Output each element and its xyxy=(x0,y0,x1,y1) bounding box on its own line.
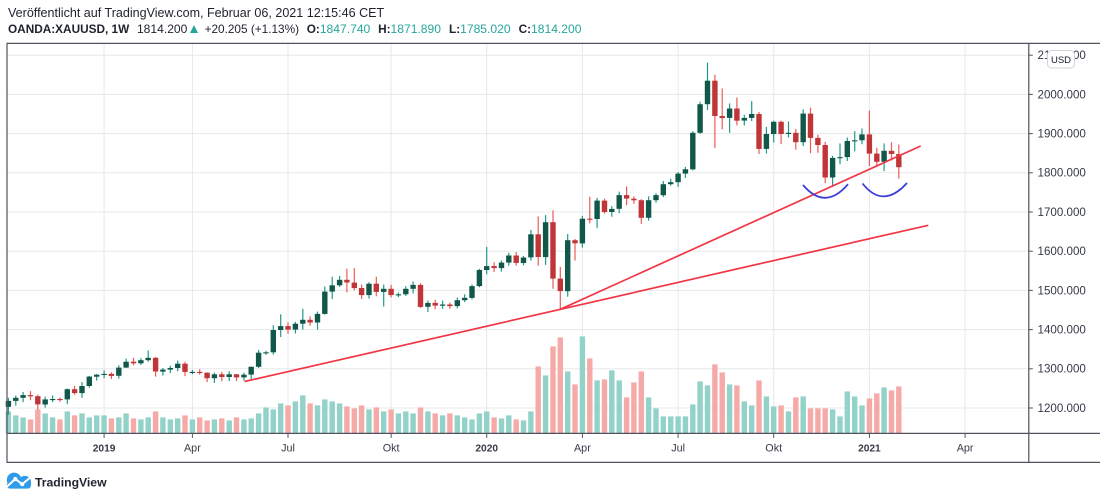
svg-text:Jul: Jul xyxy=(281,442,295,454)
svg-text:1200.000: 1200.000 xyxy=(1038,402,1086,415)
svg-text:2019: 2019 xyxy=(93,443,116,454)
svg-text:Apr: Apr xyxy=(184,442,201,454)
svg-text:1400.000: 1400.000 xyxy=(1038,324,1086,337)
svg-text:1800.000: 1800.000 xyxy=(1038,167,1086,180)
svg-text:1300.000: 1300.000 xyxy=(1038,363,1086,376)
svg-text:1700.000: 1700.000 xyxy=(1038,206,1086,219)
svg-text:1500.000: 1500.000 xyxy=(1038,284,1086,297)
svg-text:Apr: Apr xyxy=(957,442,974,454)
svg-text:1900.000: 1900.000 xyxy=(1038,128,1086,141)
svg-text:2000.000: 2000.000 xyxy=(1038,88,1086,101)
svg-text:TradingView: TradingView xyxy=(35,476,107,490)
svg-text:USD: USD xyxy=(1051,55,1071,66)
svg-text:2021: 2021 xyxy=(858,443,881,454)
svg-text:Okt: Okt xyxy=(765,442,782,454)
svg-text:Jul: Jul xyxy=(671,442,685,454)
svg-text:Apr: Apr xyxy=(574,442,591,454)
svg-text:1600.000: 1600.000 xyxy=(1038,245,1086,258)
svg-text:2020: 2020 xyxy=(475,443,498,454)
svg-text:Okt: Okt xyxy=(383,442,400,454)
